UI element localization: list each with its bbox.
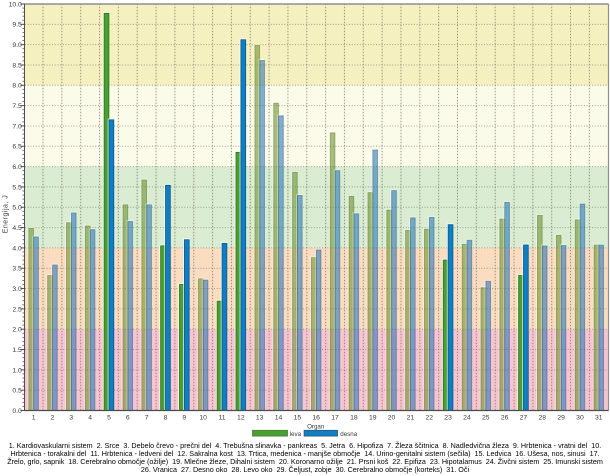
svg-text:29: 29 xyxy=(557,414,565,421)
svg-text:27: 27 xyxy=(520,414,528,421)
svg-text:4.0: 4.0 xyxy=(12,245,22,252)
svg-text:9.5: 9.5 xyxy=(12,22,22,29)
svg-text:30: 30 xyxy=(576,414,584,421)
svg-text:17: 17 xyxy=(331,414,339,421)
svg-text:7: 7 xyxy=(145,414,149,421)
svg-text:18: 18 xyxy=(350,414,358,421)
svg-text:3.5: 3.5 xyxy=(12,266,22,273)
svg-text:4: 4 xyxy=(88,414,92,421)
svg-text:5.0: 5.0 xyxy=(12,205,22,212)
svg-text:2.5: 2.5 xyxy=(12,306,22,313)
svg-text:14: 14 xyxy=(275,414,283,421)
svg-text:31: 31 xyxy=(595,414,603,421)
svg-text:0.5: 0.5 xyxy=(12,388,22,395)
svg-text:desna: desna xyxy=(340,431,357,438)
svg-text:16: 16 xyxy=(312,414,320,421)
svg-text:6.5: 6.5 xyxy=(12,144,22,151)
svg-text:1.0: 1.0 xyxy=(12,367,22,374)
svg-text:6.0: 6.0 xyxy=(12,164,22,171)
svg-text:Organ: Organ xyxy=(307,423,325,430)
svg-text:20: 20 xyxy=(388,414,396,421)
svg-text:8: 8 xyxy=(164,414,168,421)
svg-text:2: 2 xyxy=(51,414,55,421)
svg-text:3: 3 xyxy=(69,414,73,421)
svg-text:8.0: 8.0 xyxy=(12,83,22,90)
svg-text:23: 23 xyxy=(444,414,452,421)
svg-text:15: 15 xyxy=(294,414,302,421)
svg-text:9.0: 9.0 xyxy=(12,42,22,49)
svg-text:25: 25 xyxy=(482,414,490,421)
svg-text:5: 5 xyxy=(107,414,111,421)
svg-text:12: 12 xyxy=(237,414,245,421)
svg-text:13: 13 xyxy=(256,414,264,421)
svg-text:1.5: 1.5 xyxy=(12,347,22,354)
svg-text:9: 9 xyxy=(182,414,186,421)
svg-text:26: 26 xyxy=(501,414,509,421)
svg-text:8.5: 8.5 xyxy=(12,62,22,69)
svg-text:7.5: 7.5 xyxy=(12,103,22,110)
svg-text:11: 11 xyxy=(218,414,225,421)
svg-text:10: 10 xyxy=(199,414,207,421)
svg-text:2.0: 2.0 xyxy=(12,327,22,334)
svg-text:28: 28 xyxy=(538,414,546,421)
svg-text:24: 24 xyxy=(463,414,471,421)
svg-text:3.0: 3.0 xyxy=(12,286,22,293)
svg-text:leva: leva xyxy=(290,431,302,438)
svg-text:21: 21 xyxy=(407,414,415,421)
svg-text:5.5: 5.5 xyxy=(12,184,22,191)
svg-text:Energija, J: Energija, J xyxy=(3,195,10,234)
svg-text:0.0: 0.0 xyxy=(12,408,22,415)
svg-text:10.0: 10.0 xyxy=(9,1,22,8)
svg-text:1: 1 xyxy=(32,414,36,421)
svg-text:22: 22 xyxy=(425,414,433,421)
svg-text:4.5: 4.5 xyxy=(12,225,22,232)
svg-text:7.0: 7.0 xyxy=(12,123,22,130)
svg-text:19: 19 xyxy=(369,414,377,421)
svg-text:6: 6 xyxy=(126,414,130,421)
